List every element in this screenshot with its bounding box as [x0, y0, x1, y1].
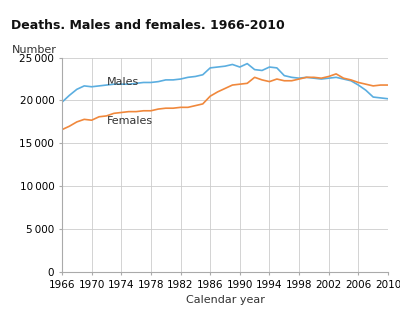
Text: Males: Males	[106, 77, 139, 87]
Text: Deaths. Males and females. 1966-2010: Deaths. Males and females. 1966-2010	[12, 19, 285, 32]
Text: Females: Females	[106, 116, 152, 126]
X-axis label: Calendar year: Calendar year	[186, 295, 264, 305]
Text: Number: Number	[12, 45, 56, 55]
